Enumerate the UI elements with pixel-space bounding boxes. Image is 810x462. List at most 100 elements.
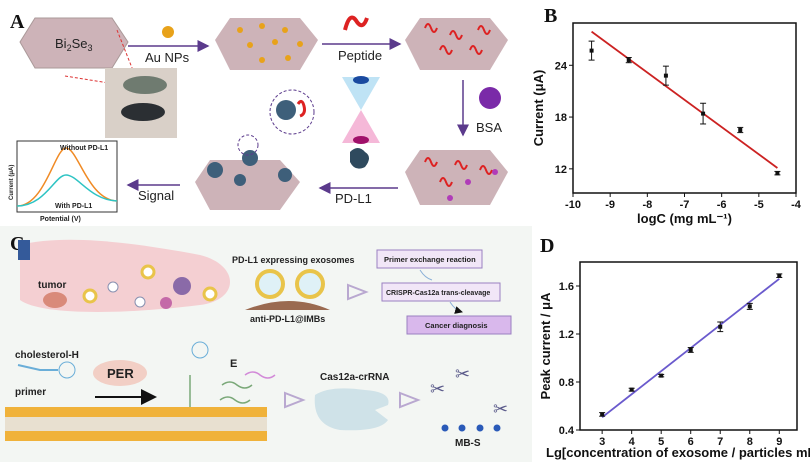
zoom-circle	[237, 134, 259, 156]
extended-hairpin	[191, 341, 209, 359]
workflow-flow: Primer exchange reaction CRISPR-Cas12a t…	[376, 249, 512, 335]
per-label: PER	[107, 366, 134, 381]
x-tick-label: 4	[629, 436, 636, 448]
per-badge	[93, 360, 147, 386]
x-tick-label: -10	[565, 199, 581, 211]
tumor-lung-illustration	[20, 239, 230, 312]
data-point	[718, 324, 723, 329]
panel-label-d: D	[540, 235, 554, 257]
flow-step-label: Primer exchange reaction	[384, 255, 476, 264]
x-tick-label: 3	[599, 436, 605, 448]
svg-text:✂: ✂	[455, 364, 470, 384]
zoom-line	[64, 75, 141, 89]
inset-xlabel: Potential (V)	[40, 216, 81, 223]
pd-l1-protein-icon	[350, 148, 369, 169]
label-with-pd-l1: With PD-L1	[55, 203, 92, 210]
material-label: Bi2Se3	[55, 36, 93, 53]
bsa-icon	[479, 87, 501, 109]
chart-d: D 3 4 5 6 7 8 9 0.4 0.8 1.2 1.6 Lg[concentration of…	[538, 235, 810, 460]
data-point	[626, 58, 631, 63]
mb-s-label: MB-S	[455, 438, 481, 449]
inset-voltammogram: Without PD-L1 With PD-L1 Current (μA) Po…	[9, 140, 118, 223]
tumor-label: tumor	[38, 280, 66, 291]
x-tick-label: -6	[717, 199, 727, 211]
arrowhead-icon	[284, 391, 306, 409]
peptides	[424, 23, 491, 55]
x-tick-label: 5	[658, 436, 664, 448]
plot-frame	[579, 261, 798, 431]
peptide-icon	[343, 15, 369, 31]
beads-label: anti-PD-L1@IMBs	[250, 314, 325, 324]
sample-crystal	[121, 103, 165, 121]
x-axis-label: Lg[concentration of exosome / particles …	[546, 445, 810, 460]
nanosheet-peptide	[405, 18, 508, 70]
y-tick-label: 18	[555, 112, 567, 124]
curve-without-pd-l1	[16, 147, 118, 207]
x-tick-label: 7	[717, 436, 723, 448]
panel-label-a: A	[10, 11, 25, 33]
data-point	[775, 171, 780, 176]
exosomes-label: PD-L1 expressing exosomes	[232, 255, 355, 265]
lipid-bilayer	[5, 407, 267, 441]
y-tick-label: 0.4	[559, 425, 575, 437]
panel-label-b: B	[544, 5, 557, 27]
y-axis-label: Current (μA)	[531, 70, 546, 147]
sample-crystal	[123, 76, 167, 94]
data-point	[777, 273, 782, 278]
scissors-icons: ✂ ✂ ✂	[430, 364, 508, 419]
curve-with-pd-l1	[16, 174, 118, 207]
hairpin-loop	[58, 361, 76, 379]
inset-ylabel: Current (μA)	[9, 165, 15, 200]
flow-arrow	[419, 269, 462, 312]
x-tick-label: 8	[747, 436, 753, 448]
data-point	[663, 73, 668, 78]
cas12a-label: Cas12a-crRNA	[320, 372, 389, 383]
x-tick-label: 9	[776, 436, 782, 448]
y-tick-label: 12	[555, 164, 567, 176]
y-tick-label: 24	[555, 60, 568, 72]
arrowhead-icon	[399, 391, 421, 409]
x-tick-label: -9	[605, 199, 615, 211]
panel-a: A Bi2Se3 Au NPs Peptide BSA PD	[9, 11, 508, 223]
y-tick-label: 1.6	[559, 281, 574, 293]
magnetic-beads	[441, 424, 501, 432]
x-tick-label: -7	[680, 199, 690, 211]
y-axis-label: Peak current / μA	[538, 292, 553, 400]
trachea-icon	[18, 240, 30, 260]
au-nanoparticle-icon	[162, 26, 174, 38]
step-pd-l1: PD-L1	[335, 191, 372, 206]
hairpin-probe	[17, 364, 58, 371]
chart-b: B -10 -9 -8 -7 -6 -5 -4 12 18 24 logC (mg mL⁻¹) Cur…	[531, 5, 802, 226]
data-point	[600, 412, 605, 417]
dirac-cone-icon	[342, 76, 380, 144]
plot-frame	[572, 22, 797, 194]
flow-step-label: CRISPR-Cas12a trans-cleavage	[386, 290, 490, 297]
flow-step	[381, 282, 501, 302]
flow-step-label: Cancer diagnosis	[425, 321, 488, 330]
data-point	[629, 387, 634, 392]
y-tick-label: 0.8	[559, 377, 574, 389]
pd-l1-detail	[276, 100, 296, 120]
step-peptide: Peptide	[338, 48, 382, 63]
x-tick-label: 6	[688, 436, 694, 448]
bsa-peptides	[424, 157, 498, 201]
step-au-nps: Au NPs	[145, 50, 190, 65]
label-without-pd-l1: Without PD-L1	[60, 145, 108, 152]
x-tick-label: -4	[791, 199, 802, 211]
data-point	[688, 347, 693, 352]
product-e-label: E	[230, 358, 237, 370]
panel-c: C tumor PD-L1 expressing exosomes anti-P…	[0, 226, 532, 462]
tumor-mass	[43, 292, 67, 308]
data-point	[659, 373, 664, 378]
exosomes	[82, 264, 218, 309]
data-point	[738, 128, 743, 133]
nanosheet-bsa	[405, 150, 508, 205]
au-particles	[237, 23, 303, 63]
data-point	[589, 48, 594, 53]
fit-line	[591, 30, 778, 169]
flow-step	[376, 249, 483, 269]
cas12a-complex	[314, 388, 389, 431]
x-tick-label: -5	[754, 199, 764, 211]
svg-text:✂: ✂	[430, 379, 445, 399]
